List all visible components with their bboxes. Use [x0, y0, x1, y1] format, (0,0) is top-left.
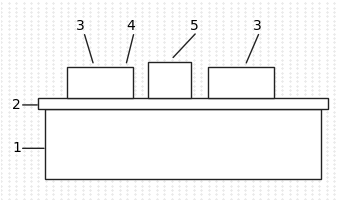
Text: 3: 3 [253, 19, 261, 33]
Bar [45, 109, 321, 179]
Text: 2: 2 [12, 98, 21, 112]
Bar [67, 67, 133, 98]
Bar [38, 98, 327, 109]
Text: 5: 5 [190, 19, 199, 33]
Text: 3: 3 [76, 19, 85, 33]
Bar [148, 62, 191, 98]
Text: 4: 4 [126, 19, 135, 33]
Bar [208, 67, 274, 98]
Text: 1: 1 [12, 141, 21, 155]
